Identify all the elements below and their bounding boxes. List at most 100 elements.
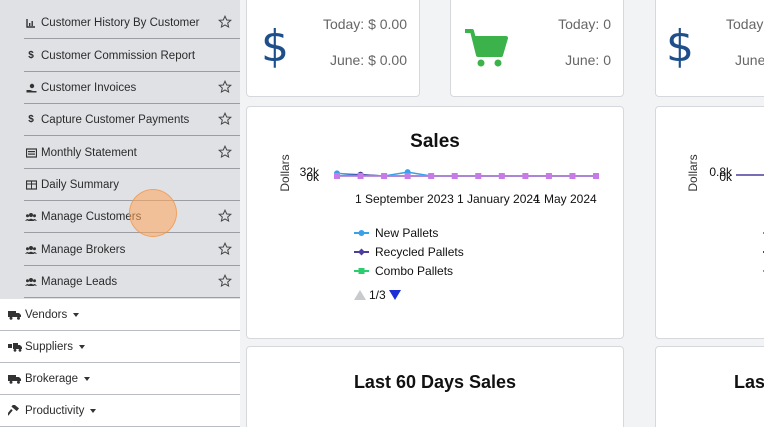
sidebar-item-capture-payments[interactable]: $ Capture Customer Payments: [24, 104, 240, 136]
chart-icon: [24, 18, 38, 28]
sidebar-item-label: Manage Brokers: [41, 243, 126, 256]
star-icon[interactable]: [218, 274, 232, 288]
legend-item-combo-pallets[interactable]: Combo Pallets: [354, 264, 453, 278]
users-icon: [24, 277, 38, 287]
sales-chart-right: Dollars 0.8k 0k: [686, 154, 764, 272]
stat-card-third: $ Today June: [655, 0, 764, 97]
legend-label: New Pallets: [375, 226, 438, 240]
legend-label: Combo Pallets: [375, 264, 453, 278]
sidebar-item-label: Customer Commission Report: [41, 49, 196, 62]
stat-card-orders: Today: 0 June: 0: [450, 0, 624, 97]
square-marker-icon: [358, 268, 365, 274]
dollar-icon: $: [28, 50, 34, 61]
truck-loading-icon: [8, 342, 22, 352]
chart-title: Sales: [410, 131, 460, 152]
stat-today: Today: 0: [558, 16, 611, 32]
sidebar-item-label: Manage Customers: [41, 210, 142, 223]
stat-month: June: $ 0.00: [329, 52, 407, 68]
stat-card-revenue: $ Today: $ 0.00 June: $ 0.00: [246, 0, 420, 97]
data-point: [451, 173, 458, 179]
statement-icon: [24, 147, 38, 158]
sidebar-item-label: Customer Invoices: [41, 81, 137, 94]
chevron-down-icon: [78, 344, 85, 349]
truck-icon: [8, 310, 22, 320]
legend-page: 1/3: [369, 288, 386, 302]
sidebar-item-label: Customer History By Customer: [41, 16, 200, 29]
diamond-marker-icon: [358, 248, 365, 256]
data-point: [522, 173, 529, 179]
dollar-icon: $: [28, 114, 34, 125]
data-point: [334, 173, 340, 179]
sidebar-item-vendors[interactable]: Vendors: [0, 299, 240, 331]
hand-coin-icon: [24, 83, 38, 93]
sidebar-item-suppliers[interactable]: Suppliers: [0, 331, 240, 363]
y-tick-label: 0k: [719, 170, 733, 184]
x-tick-label: 1 May 2024: [534, 192, 597, 206]
sidebar-item-label: Monthly Statement: [41, 146, 137, 159]
sidebar-item-label: Productivity: [25, 404, 85, 417]
star-icon[interactable]: [218, 80, 232, 94]
sidebar-item-manage-brokers[interactable]: Manage Brokers: [24, 234, 240, 266]
sidebar-item-brokerage[interactable]: Brokerage: [0, 363, 240, 395]
y-axis-label: Dollars: [686, 154, 700, 191]
sidebar-item-commission-report[interactable]: $ Customer Commission Report: [24, 40, 240, 72]
card-title: Last 60 Days Sales: [353, 372, 517, 392]
dollar-icon: $: [666, 21, 694, 72]
cart-icon: [465, 29, 508, 67]
data-point: [428, 173, 435, 179]
sidebar-item-label: Brokerage: [25, 372, 79, 385]
x-tick-label: 1 September 2023: [355, 192, 454, 206]
sidebar-item-label: Suppliers: [25, 340, 73, 353]
chevron-down-icon: [73, 312, 80, 317]
star-icon[interactable]: [218, 209, 232, 223]
star-icon[interactable]: [218, 242, 232, 256]
chevron-down-icon: [84, 376, 91, 381]
sidebar-item-label: Vendors: [25, 308, 68, 321]
hammer-icon: [8, 405, 22, 416]
data-point: [545, 173, 552, 179]
users-icon: [24, 245, 38, 255]
last-60-days-card-right: Las: [655, 346, 764, 427]
stat-today: Today: $ 0.00: [322, 16, 407, 32]
sales-chart: Dollars 32k 0k 1 September 2023 1 Januar…: [278, 154, 599, 302]
sidebar-item-label: Manage Leads: [41, 275, 118, 288]
sidebar-item-manage-leads[interactable]: Manage Leads: [24, 266, 240, 298]
stat-today: Today: [726, 16, 764, 32]
stat-month: June: 0: [565, 52, 611, 68]
sidebar: Customer History By Customer $ Customer …: [0, 0, 240, 427]
data-point: [593, 173, 599, 179]
legend-prev-icon[interactable]: [354, 290, 366, 300]
star-icon[interactable]: [218, 15, 232, 29]
legend-item-recycled-pallets[interactable]: Recycled Pallets: [354, 245, 464, 259]
legend-label: Recycled Pallets: [375, 245, 464, 259]
sidebar-item-label: Capture Customer Payments: [41, 113, 190, 126]
data-point: [569, 173, 576, 179]
click-indicator: [129, 189, 177, 237]
star-icon[interactable]: [218, 145, 232, 159]
sidebar-item-label: Daily Summary: [41, 178, 119, 191]
data-point: [475, 173, 482, 179]
sidebar-item-daily-summary[interactable]: Daily Summary: [24, 169, 240, 201]
sidebar-item-customer-history[interactable]: Customer History By Customer: [24, 7, 240, 39]
dollar-icon: $: [261, 21, 289, 72]
y-tick-label: 32k: [300, 165, 320, 179]
data-point: [357, 173, 364, 179]
y-tick-label: 0k: [306, 170, 320, 184]
legend-next-icon[interactable]: [389, 290, 401, 300]
star-icon[interactable]: [218, 112, 232, 126]
x-tick-label: 1 January 2024: [457, 192, 540, 206]
legend-item-new-pallets[interactable]: New Pallets: [354, 226, 438, 240]
sales-chart-card: Sales Dollars 32k 0k 1 September 2023 1 …: [246, 106, 624, 339]
circle-marker-icon: [358, 230, 365, 236]
card-title: Las: [734, 372, 764, 392]
sidebar-item-monthly-statement[interactable]: Monthly Statement: [24, 137, 240, 169]
sidebar-item-customer-invoices[interactable]: Customer Invoices: [24, 72, 240, 104]
data-point: [498, 173, 505, 179]
y-tick-label: 0.8k: [709, 165, 733, 179]
users-icon: [24, 212, 38, 222]
stat-month: June: [735, 52, 764, 68]
sidebar-item-productivity[interactable]: Productivity: [0, 395, 240, 427]
sidebar-item-manage-customers[interactable]: Manage Customers: [24, 201, 240, 233]
truck-icon: [8, 374, 22, 384]
table-icon: [24, 179, 38, 190]
